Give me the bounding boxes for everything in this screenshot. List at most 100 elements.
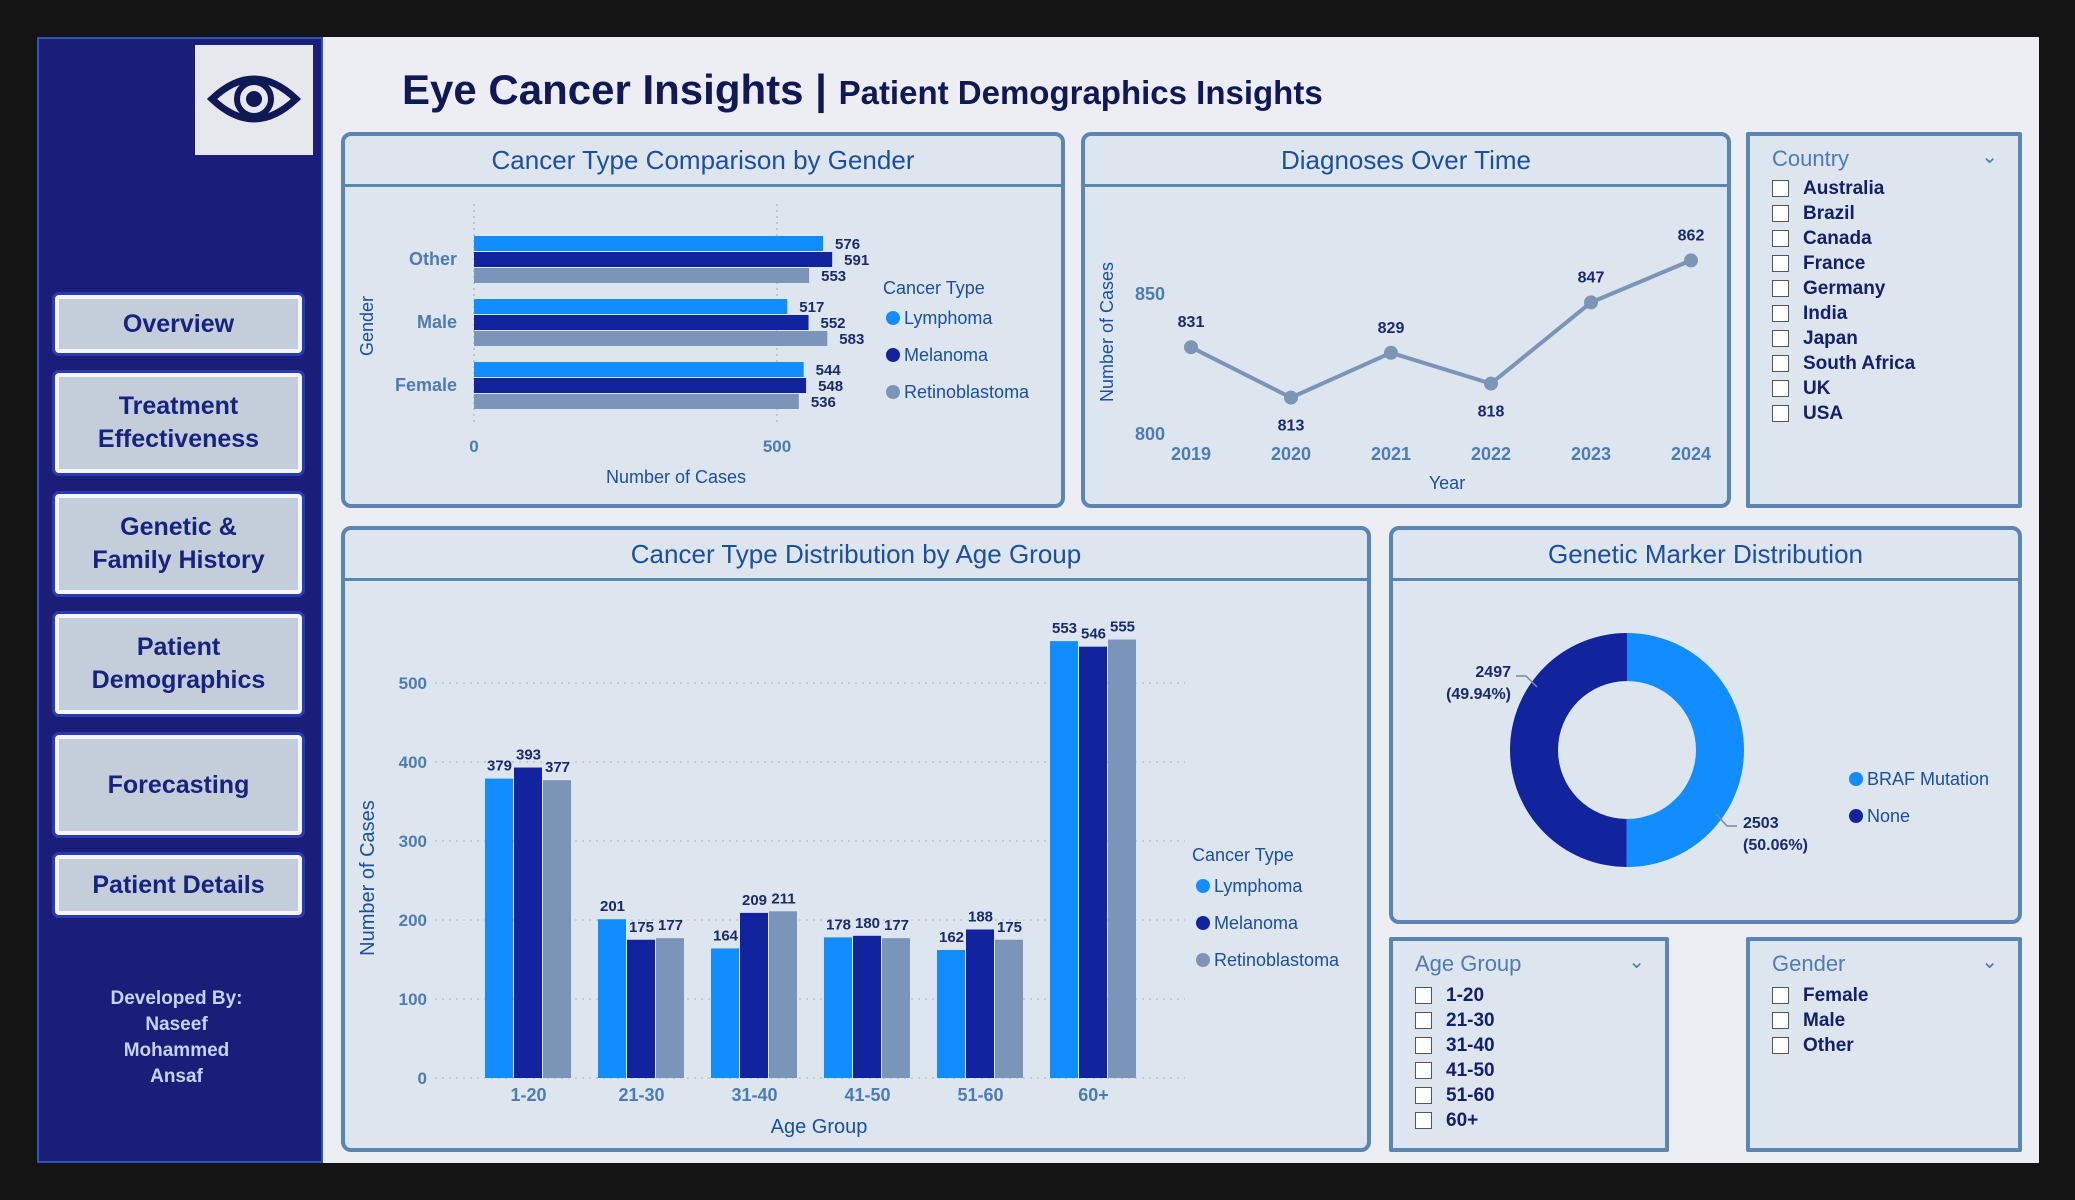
gender-option[interactable]: Female xyxy=(1772,983,1868,1008)
country-option[interactable]: Canada xyxy=(1772,226,1915,251)
data-label: 201 xyxy=(600,898,625,915)
x-tick-label: 1-20 xyxy=(510,1085,546,1105)
checkbox[interactable] xyxy=(1772,380,1789,397)
developer-name-3: Ansaf xyxy=(150,1066,203,1087)
data-point xyxy=(1384,345,1398,360)
bar xyxy=(474,362,804,377)
checkbox[interactable] xyxy=(1772,230,1789,247)
y-tick-label: 500 xyxy=(399,674,427,693)
nav-genetic-family-history-button[interactable]: Genetic & Family History xyxy=(55,494,302,594)
bar xyxy=(769,911,797,1078)
country-option[interactable]: Germany xyxy=(1772,276,1915,301)
x-tick-label: 2023 xyxy=(1571,444,1611,464)
data-label: 175 xyxy=(629,919,654,936)
bar xyxy=(740,912,768,1078)
checkbox[interactable] xyxy=(1772,1037,1789,1054)
legend-marker xyxy=(886,385,900,399)
bar xyxy=(474,394,799,409)
x-tick-label: 21-30 xyxy=(618,1085,664,1105)
time-chart-title: Diagnoses Over Time xyxy=(1085,136,1727,187)
checkbox[interactable] xyxy=(1415,987,1432,1004)
developer-credit: Developed By: Naseef Mohammed Ansaf xyxy=(80,986,273,1090)
y-category-label: Female xyxy=(395,375,457,395)
checkbox[interactable] xyxy=(1415,1012,1432,1029)
checkbox[interactable] xyxy=(1415,1037,1432,1054)
data-point xyxy=(1584,295,1598,310)
bar xyxy=(656,938,684,1078)
y-tick-label: 200 xyxy=(399,911,427,930)
country-option-label: Australia xyxy=(1803,177,1885,199)
y-tick-label: 100 xyxy=(399,990,427,1009)
country-option[interactable]: India xyxy=(1772,301,1915,326)
checkbox[interactable] xyxy=(1772,355,1789,372)
y-category-label: Male xyxy=(417,312,457,332)
legend-marker xyxy=(886,348,900,362)
chevron-down-icon[interactable]: ⌄ xyxy=(1981,951,1998,973)
checkbox[interactable] xyxy=(1772,1012,1789,1029)
legend-marker xyxy=(1196,953,1210,967)
chevron-down-icon[interactable]: ⌄ xyxy=(1981,146,1998,168)
age-group-option[interactable]: 41-50 xyxy=(1415,1058,1495,1083)
checkbox[interactable] xyxy=(1415,1112,1432,1129)
checkbox[interactable] xyxy=(1415,1062,1432,1079)
age-group-option[interactable]: 51-60 xyxy=(1415,1083,1495,1108)
country-option[interactable]: Australia xyxy=(1772,176,1915,201)
age-group-option[interactable]: 31-40 xyxy=(1415,1033,1495,1058)
gender-option[interactable]: Other xyxy=(1772,1033,1868,1058)
data-label: 544 xyxy=(816,362,842,379)
age-group-option[interactable]: 1-20 xyxy=(1415,983,1495,1008)
age-chart-title: Cancer Type Distribution by Age Group xyxy=(345,530,1367,581)
gender-option[interactable]: Male xyxy=(1772,1008,1868,1033)
chevron-down-icon[interactable]: ⌄ xyxy=(1628,951,1645,973)
nav-overview-button[interactable]: Overview xyxy=(55,295,302,353)
country-option[interactable]: Japan xyxy=(1772,326,1915,351)
country-option-label: India xyxy=(1803,302,1848,324)
checkbox[interactable] xyxy=(1772,280,1789,297)
age-group-option[interactable]: 60+ xyxy=(1415,1108,1495,1133)
age-group-option[interactable]: 21-30 xyxy=(1415,1008,1495,1033)
country-option[interactable]: South Africa xyxy=(1772,351,1915,376)
data-label: 175 xyxy=(997,919,1022,936)
developer-name-2: Mohammed xyxy=(123,1040,230,1061)
age-group-slicer-title: Age Group xyxy=(1415,951,1522,976)
checkbox[interactable] xyxy=(1772,330,1789,347)
data-label: 548 xyxy=(818,378,843,395)
eye-icon xyxy=(206,75,302,123)
data-label-pct: (49.94%) xyxy=(1446,686,1511,703)
bar xyxy=(853,935,881,1078)
nav-patient-details-button[interactable]: Patient Details xyxy=(55,855,302,915)
country-option[interactable]: France xyxy=(1772,251,1915,276)
data-label: 164 xyxy=(713,927,739,944)
checkbox[interactable] xyxy=(1415,1087,1432,1104)
data-label: 188 xyxy=(968,908,993,925)
page-title: Eye Cancer Insights | Patient Demographi… xyxy=(402,66,1323,113)
checkbox[interactable] xyxy=(1772,205,1789,222)
country-option-label: UK xyxy=(1803,377,1831,399)
nav-treatment-effectiveness-button[interactable]: Treatment Effectiveness xyxy=(55,373,302,473)
x-tick-label: 41-50 xyxy=(844,1085,890,1105)
data-label: 517 xyxy=(799,299,824,316)
gender-slicer-title: Gender xyxy=(1772,951,1846,976)
nav-forecasting-button[interactable]: Forecasting xyxy=(55,735,302,835)
data-label: 393 xyxy=(516,747,541,764)
country-option[interactable]: USA xyxy=(1772,401,1915,426)
data-label: 847 xyxy=(1578,269,1605,286)
data-label: 180 xyxy=(855,915,880,932)
checkbox[interactable] xyxy=(1772,405,1789,422)
x-tick-label: 31-40 xyxy=(731,1085,777,1105)
country-option[interactable]: Brazil xyxy=(1772,201,1915,226)
checkbox[interactable] xyxy=(1772,987,1789,1004)
leader-line xyxy=(1715,813,1737,827)
bar xyxy=(1079,646,1107,1078)
bar xyxy=(514,767,542,1078)
checkbox[interactable] xyxy=(1772,255,1789,272)
nav-patient-demographics-button[interactable]: Patient Demographics xyxy=(55,614,302,714)
checkbox[interactable] xyxy=(1772,180,1789,197)
country-option[interactable]: UK xyxy=(1772,376,1915,401)
legend-marker xyxy=(1849,809,1863,823)
bar xyxy=(598,919,626,1078)
y-tick-label: 800 xyxy=(1135,424,1165,444)
age-group-option-label: 51-60 xyxy=(1446,1084,1495,1106)
checkbox[interactable] xyxy=(1772,305,1789,322)
